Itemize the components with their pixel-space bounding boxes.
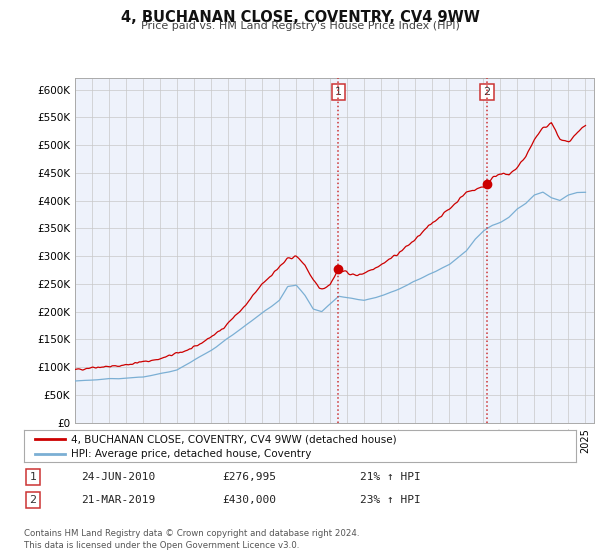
Text: 2: 2 [484, 87, 491, 97]
Text: 24-JUN-2010: 24-JUN-2010 [81, 472, 155, 482]
Text: 1: 1 [335, 87, 342, 97]
Text: 23% ↑ HPI: 23% ↑ HPI [360, 495, 421, 505]
Text: Contains HM Land Registry data © Crown copyright and database right 2024.: Contains HM Land Registry data © Crown c… [24, 529, 359, 538]
Text: This data is licensed under the Open Government Licence v3.0.: This data is licensed under the Open Gov… [24, 541, 299, 550]
Text: 1: 1 [29, 472, 37, 482]
Text: 21-MAR-2019: 21-MAR-2019 [81, 495, 155, 505]
Text: 2: 2 [29, 495, 37, 505]
Text: 21% ↑ HPI: 21% ↑ HPI [360, 472, 421, 482]
Text: £430,000: £430,000 [222, 495, 276, 505]
Text: 4, BUCHANAN CLOSE, COVENTRY, CV4 9WW (detached house): 4, BUCHANAN CLOSE, COVENTRY, CV4 9WW (de… [71, 434, 397, 444]
Text: 4, BUCHANAN CLOSE, COVENTRY, CV4 9WW: 4, BUCHANAN CLOSE, COVENTRY, CV4 9WW [121, 10, 479, 25]
Text: £276,995: £276,995 [222, 472, 276, 482]
Text: HPI: Average price, detached house, Coventry: HPI: Average price, detached house, Cove… [71, 449, 311, 459]
Text: Price paid vs. HM Land Registry's House Price Index (HPI): Price paid vs. HM Land Registry's House … [140, 21, 460, 31]
